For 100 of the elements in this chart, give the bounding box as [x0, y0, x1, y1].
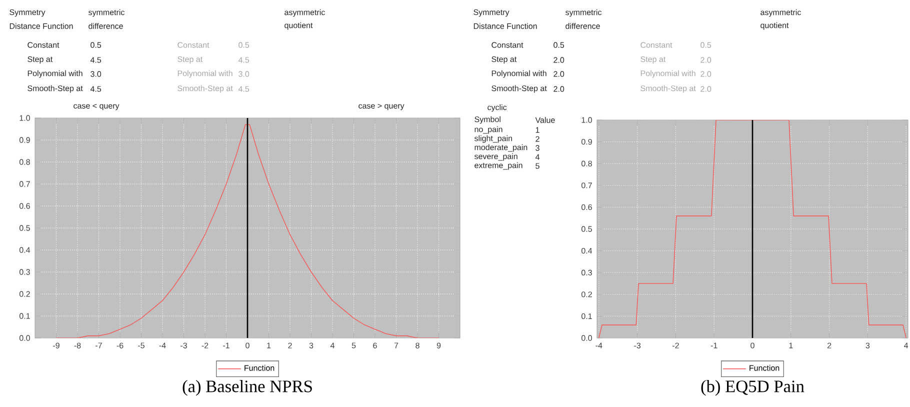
- text: cyclic: [488, 104, 507, 112]
- text: Value: [535, 117, 555, 123]
- y-tick-label: 0.0: [19, 335, 30, 341]
- y-tick-label: 0.5: [19, 225, 30, 231]
- text: asymmetric: [760, 9, 801, 17]
- x-tick-label: 1: [267, 342, 271, 348]
- line-series: [598, 120, 906, 338]
- text: difference: [88, 23, 123, 29]
- y-tick-label: 0.9: [581, 138, 592, 145]
- text: 2.0: [700, 86, 712, 92]
- text: Smooth-Step at: [492, 85, 547, 93]
- text: extreme_pain: [474, 162, 522, 170]
- text: Smooth-Step at: [178, 85, 233, 93]
- text: 3.0: [90, 71, 102, 77]
- text: case > query: [358, 104, 404, 110]
- text: 0.5: [238, 42, 250, 48]
- text: slight_pain: [474, 135, 512, 143]
- text: Step at: [640, 56, 666, 64]
- x-tick-label: 1: [789, 342, 793, 348]
- x-tick-label: 7: [394, 342, 398, 348]
- text: 2.0: [554, 57, 564, 63]
- x-tick-label: -1: [710, 342, 718, 348]
- text: 1: [536, 127, 540, 133]
- text: Polynomial with: [28, 70, 82, 78]
- text: 4: [535, 154, 540, 160]
- x-tick-label: -6: [116, 342, 124, 348]
- text: 2: [536, 136, 540, 142]
- x-tick-label: 4: [904, 342, 908, 348]
- y-tick-label: 0.5: [581, 226, 592, 232]
- x-tick-label: -4: [596, 342, 602, 348]
- x-tick-label: 6: [373, 342, 377, 348]
- y-tick-label: 0.7: [19, 181, 30, 187]
- text: Distance Function: [10, 23, 73, 29]
- x-tick-label: 0: [246, 342, 250, 348]
- text: 0.5: [90, 42, 102, 48]
- legend-label: Function: [244, 364, 274, 371]
- x-tick-label: 5: [352, 342, 356, 348]
- text: 0.5: [700, 42, 712, 48]
- y-tick-label: 0.8: [19, 159, 30, 165]
- x-tick-label: 4: [330, 342, 335, 348]
- y-tick-label: 0.2: [19, 291, 30, 297]
- y-tick-label: 0.6: [19, 203, 30, 209]
- text: Polynomial with: [178, 70, 232, 78]
- text: (b) EQ5D Pain: [701, 380, 804, 396]
- y-tick-label: 0.8: [581, 160, 592, 166]
- text: 2.0: [700, 57, 712, 63]
- text: 3.0: [238, 71, 250, 77]
- text: 0.5: [554, 42, 564, 48]
- text: quotient: [760, 22, 789, 30]
- x-tick-label: -2: [202, 342, 208, 348]
- text: Constant: [492, 42, 524, 48]
- text: Symmetry: [10, 9, 46, 17]
- text: 2.0: [700, 71, 712, 77]
- text: asymmetric: [284, 9, 325, 17]
- text: Symbol: [474, 116, 500, 124]
- x-tick-label: -1: [223, 342, 230, 348]
- x-tick-label: -2: [672, 342, 679, 348]
- text: Symmetry: [474, 9, 510, 17]
- x-tick-label: -3: [634, 342, 641, 348]
- x-tick-label: 3: [866, 342, 870, 348]
- x-tick-label: -4: [159, 342, 166, 348]
- text: Polynomial with: [640, 70, 696, 78]
- x-tick-label: 0: [750, 342, 754, 348]
- text: Step at: [28, 56, 53, 64]
- text: 2.0: [554, 86, 564, 92]
- text: difference: [566, 23, 600, 29]
- x-tick-label: -9: [53, 342, 60, 348]
- text: Constant: [178, 42, 210, 48]
- text: (a) Baseline NPRS: [182, 380, 312, 396]
- text: 5: [536, 163, 540, 169]
- text: symmetric: [566, 9, 602, 17]
- text: Constant: [640, 42, 672, 48]
- text: Distance Function: [474, 23, 537, 29]
- text: 4.5: [238, 86, 250, 92]
- text: 4.5: [90, 57, 102, 63]
- text: 4.5: [238, 57, 250, 63]
- y-tick-label: 1.0: [20, 115, 30, 121]
- x-tick-label: 8: [416, 342, 420, 348]
- text: no_pain: [474, 126, 502, 134]
- x-tick-label: -3: [180, 342, 187, 348]
- x-tick-label: 3: [309, 342, 314, 348]
- x-tick-label: 2: [288, 342, 292, 348]
- text: Smooth-Step at: [28, 85, 83, 93]
- text: 2.0: [554, 71, 564, 77]
- y-tick-label: 0.4: [581, 248, 592, 254]
- text: case < query: [74, 104, 120, 110]
- x-tick-label: 2: [827, 342, 832, 348]
- x-tick-label: -5: [138, 342, 144, 348]
- x-tick-label: -8: [74, 342, 81, 348]
- text: symmetric: [88, 9, 124, 17]
- text: Step at: [178, 56, 203, 64]
- x-tick-label: -7: [96, 342, 102, 348]
- y-tick-label: 0.3: [19, 269, 30, 275]
- y-tick-label: 0.2: [581, 292, 592, 298]
- text: Smooth-Step at: [640, 85, 696, 93]
- y-tick-label: 0.6: [581, 204, 592, 210]
- y-tick-label: 0.4: [19, 247, 30, 253]
- text: quotient: [284, 22, 313, 30]
- y-tick-label: 0.1: [19, 313, 30, 319]
- text: severe_pain: [474, 153, 518, 161]
